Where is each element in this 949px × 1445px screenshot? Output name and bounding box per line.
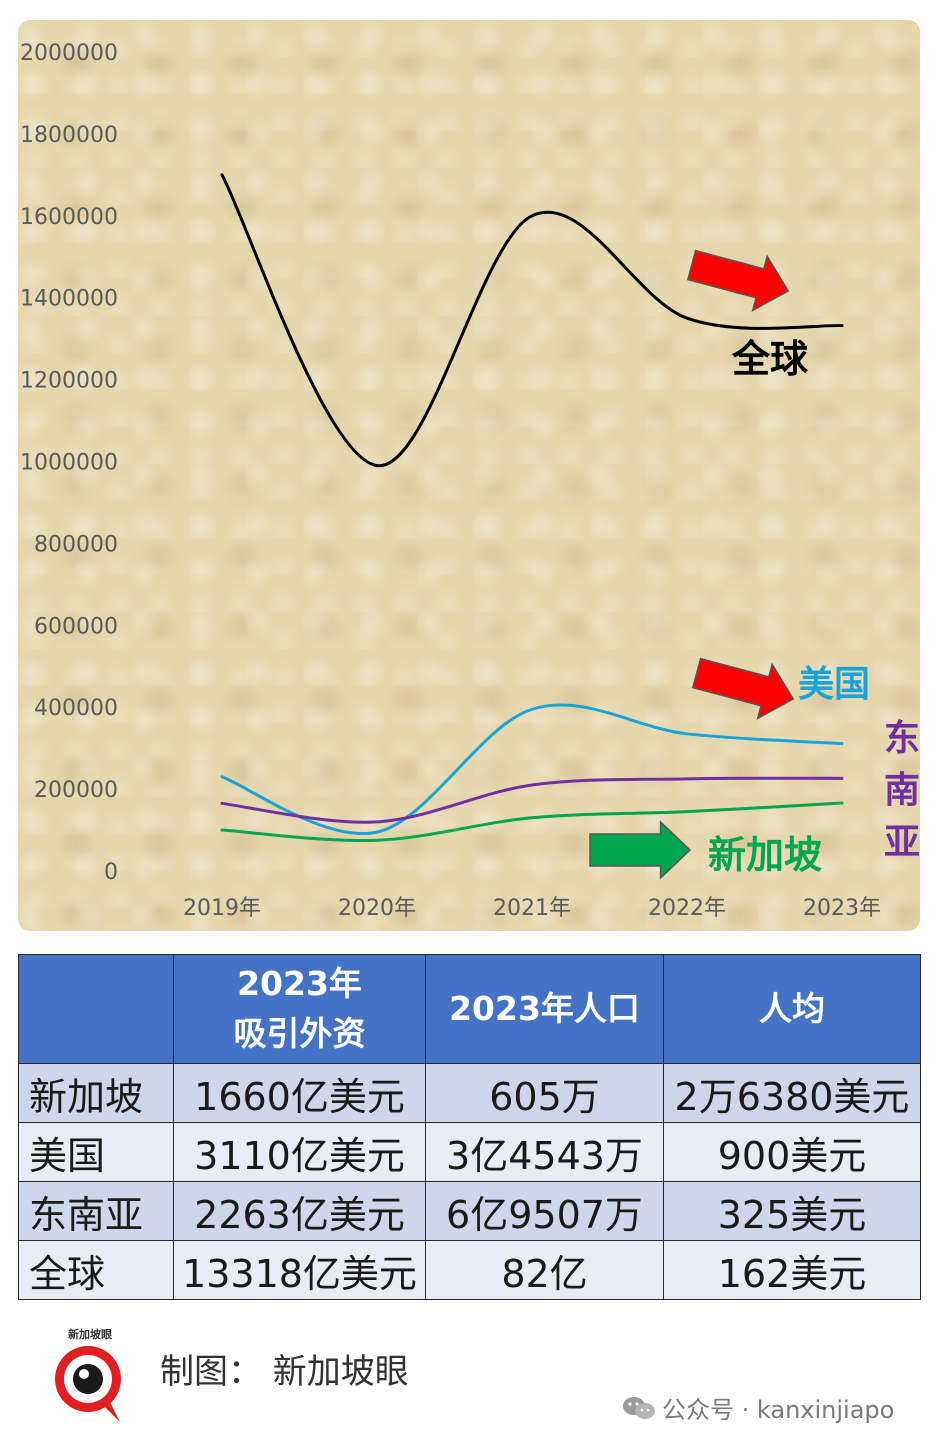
y-tick-label: 1600000	[20, 205, 118, 230]
y-tick-label: 800000	[34, 532, 118, 557]
row-region: 新加坡	[18, 1063, 174, 1123]
header-fdi: 2023年 吸引外资	[173, 954, 426, 1064]
row-fdi: 3110亿美元	[173, 1122, 426, 1182]
x-tick-label: 2021年	[493, 896, 571, 921]
table-row: 全球 13318亿美元 82亿 162美元	[18, 1240, 921, 1300]
table-row: 美国 3110亿美元 3亿4543万 900美元	[18, 1122, 921, 1182]
y-tick-label: 400000	[34, 696, 118, 721]
y-tick-label: 1400000	[20, 287, 118, 312]
footer: 新加坡眼 制图： 新加坡眼 公众号 · kanxinjiapo	[0, 1318, 949, 1445]
watermark: 公众号 · kanxinjiapo	[622, 1390, 894, 1425]
line-chart: 0 200000 400000 600000 800000 1000000 1200000 1…	[20, 41, 920, 921]
trend-arrow-red-icon	[691, 657, 795, 720]
header-empty	[18, 954, 174, 1064]
row-fdi: 13318亿美元	[173, 1240, 426, 1300]
row-per-capita: 2万6380美元	[663, 1063, 921, 1123]
row-fdi: 2263亿美元	[173, 1181, 426, 1241]
table-row: 新加坡 1660亿美元 605万 2万6380美元	[18, 1063, 921, 1123]
series-label-3: 新加坡	[708, 833, 822, 877]
row-region: 东南亚	[18, 1181, 174, 1241]
series-lines	[220, 173, 844, 843]
y-tick-label: 1000000	[20, 451, 118, 476]
x-tick-label: 2019年	[183, 896, 261, 921]
logo-text: 新加坡眼	[68, 1327, 112, 1341]
y-tick-label: 0	[104, 860, 118, 885]
row-population: 6亿9507万	[425, 1181, 664, 1241]
series-line-3	[220, 801, 844, 843]
wechat-icon	[623, 1396, 655, 1419]
x-tick-label: 2020年	[338, 896, 416, 921]
y-tick-label: 200000	[34, 778, 118, 803]
watermark-text: 公众号 · kanxinjiapo	[662, 1396, 895, 1424]
trend-arrows	[589, 249, 795, 880]
row-fdi: 1660亿美元	[173, 1063, 426, 1123]
trend-arrow-red-icon	[686, 249, 790, 312]
brand-logo-icon: 新加坡眼	[55, 1327, 121, 1422]
row-per-capita: 325美元	[663, 1181, 921, 1241]
header-per-capita: 人均	[663, 954, 921, 1064]
header-population: 2023年人口	[425, 954, 664, 1064]
row-population: 605万	[425, 1063, 664, 1123]
row-region: 美国	[18, 1122, 174, 1182]
header-fdi-line2: 吸引外资	[233, 1014, 366, 1053]
row-per-capita: 162美元	[663, 1240, 921, 1300]
fdi-table: 2023年 吸引外资 2023年人口 人均 新加坡 1660亿美元 605万 2…	[18, 954, 921, 1300]
chart-panel: 0 200000 400000 600000 800000 1000000 1200000 1…	[18, 20, 920, 931]
series-line-1	[220, 703, 844, 836]
y-tick-label: 1200000	[20, 369, 118, 394]
credit-text: 制图： 新加坡眼	[160, 1352, 409, 1392]
series-label-1: 美国	[798, 664, 870, 705]
table-header-row: 2023年 吸引外资 2023年人口 人均	[18, 954, 921, 1064]
series-line-0	[220, 173, 844, 468]
series-label-0: 全球	[731, 337, 809, 381]
row-per-capita: 900美元	[663, 1122, 921, 1182]
header-fdi-line1: 2023年	[237, 964, 362, 1003]
row-region: 全球	[18, 1240, 174, 1300]
x-tick-label: 2022年	[648, 896, 726, 921]
x-axis-ticks: 2019年 2020年 2021年 2022年 2023年	[183, 896, 881, 921]
y-tick-label: 1800000	[20, 123, 118, 148]
row-population: 82亿	[425, 1240, 664, 1300]
x-tick-label: 2023年	[803, 896, 881, 921]
y-tick-label: 600000	[34, 614, 118, 639]
table-row: 东南亚 2263亿美元 6亿9507万 325美元	[18, 1181, 921, 1241]
series-label-2: 东南亚	[884, 718, 920, 863]
y-axis-ticks: 0 200000 400000 600000 800000 1000000 1200000 1…	[20, 41, 118, 885]
series-line-2	[220, 776, 844, 824]
row-population: 3亿4543万	[425, 1122, 664, 1182]
y-tick-label: 2000000	[20, 41, 118, 66]
trend-arrow-green-icon	[589, 820, 692, 880]
